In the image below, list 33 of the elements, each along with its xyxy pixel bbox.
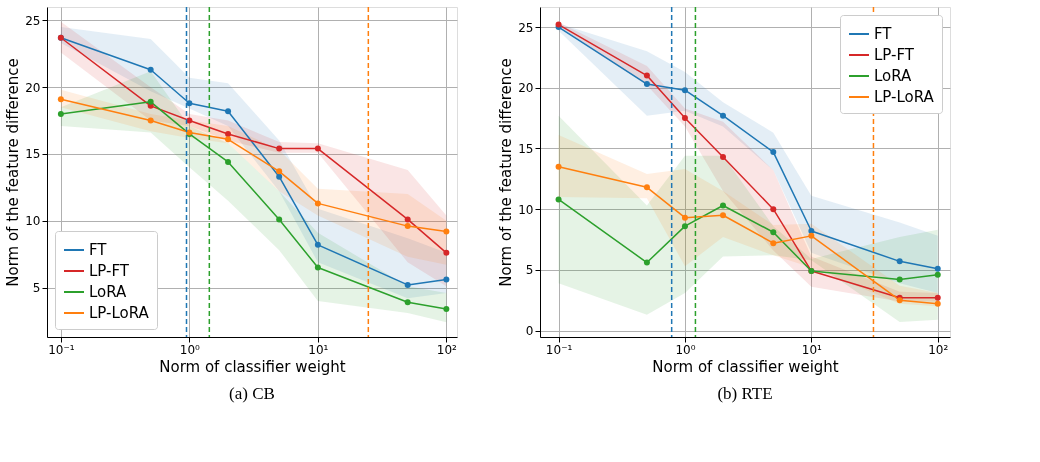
legend-label: LP-LoRA [874,88,935,106]
x-axis-title: Norm of classifier weight [652,357,839,376]
x-tick-label: 10⁻¹ [48,342,75,357]
y-tick-label: 15 [518,141,534,156]
y-tick-label: 0 [525,324,534,339]
legend-label: FT [89,241,108,259]
y-tick-label: 15 [25,147,41,162]
legend-label: FT [874,25,893,43]
legend-label: LP-FT [874,46,915,64]
y-tick-label: 10 [25,214,41,229]
text: (a) CB [229,384,275,403]
x-tick-label: 10² [436,342,458,357]
x-tick-label: 10² [928,342,949,357]
y-axis-title: Norm of the feature difference [497,58,516,287]
y-tick-label: 5 [525,263,534,278]
x-tick-label: 10¹ [801,342,823,357]
x-tick-label: 10⁰ [675,342,696,357]
legend-label: LoRA [874,67,913,85]
x-tick-label: 10¹ [308,342,329,357]
legend-label: LoRA [89,283,128,301]
legend-label: LP-FT [89,262,130,280]
y-tick-label: 5 [32,281,41,296]
y-tick-label: 10 [518,202,534,217]
x-tick-label: 10⁰ [179,342,201,357]
y-axis-title: Norm of the feature difference [4,58,23,287]
y-tick-label: 20 [25,80,41,95]
y-tick-label: 25 [25,13,41,28]
y-tick-label: 20 [518,81,534,96]
legend-label: LP-LoRA [89,304,150,322]
text: (b) RTE [717,384,773,403]
x-tick-label: 10⁻¹ [545,342,573,357]
y-tick-label: 25 [518,20,534,35]
x-axis-title: Norm of classifier weight [159,357,346,376]
